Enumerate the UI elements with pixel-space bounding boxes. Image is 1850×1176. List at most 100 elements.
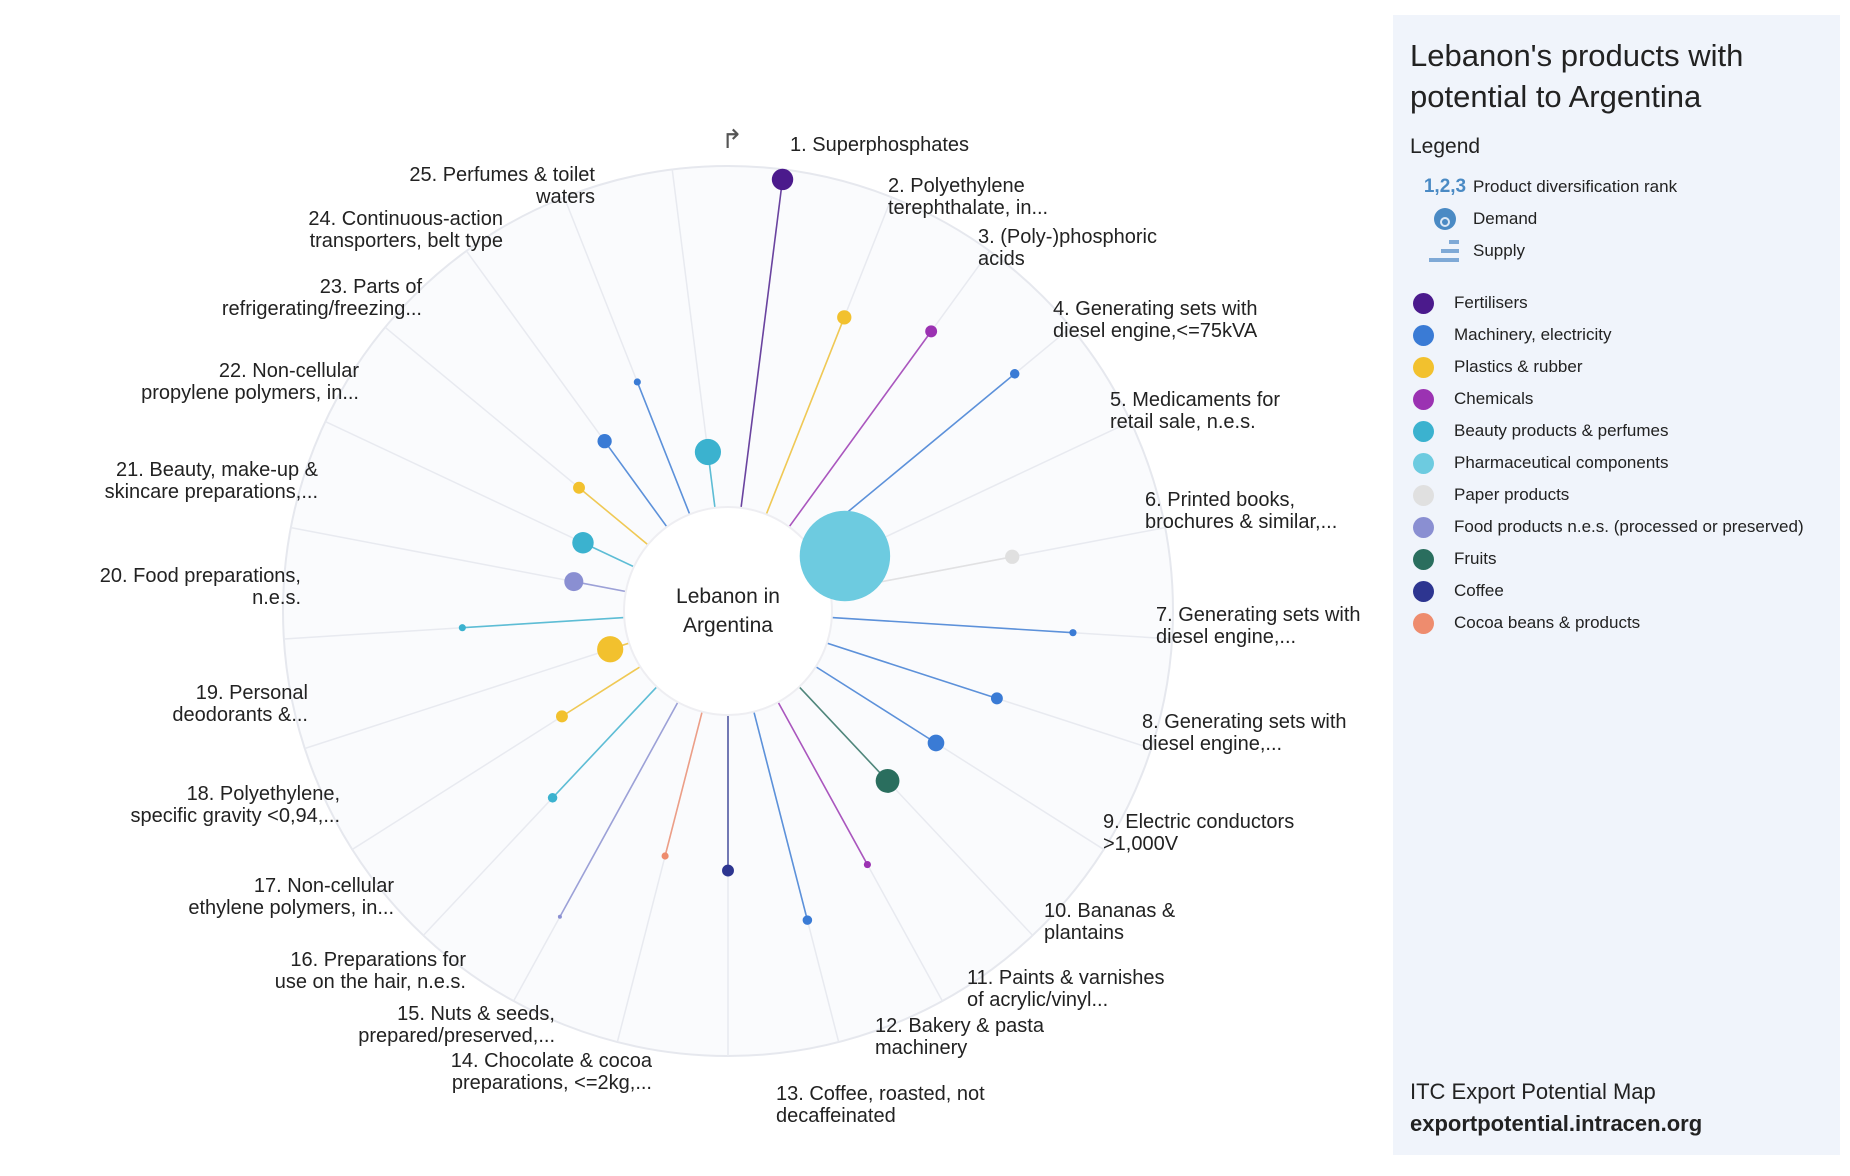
- product-bubble[interactable]: [633, 378, 641, 386]
- product-label[interactable]: 19. Personal deodorants &...: [172, 682, 308, 726]
- product-spoke: [791, 678, 889, 782]
- category-color-dot: [1413, 356, 1434, 378]
- product-spoke: [806, 660, 937, 744]
- product-bubble[interactable]: [555, 710, 568, 723]
- product-label[interactable]: 22. Non-cellular propylene polymers, in..…: [141, 360, 359, 404]
- product-bubble[interactable]: [863, 860, 871, 869]
- legend-category[interactable]: Food products n.e.s. (processed or prese…: [1413, 511, 1840, 543]
- source-url[interactable]: exportpotential.intracen.org: [1410, 1111, 1703, 1136]
- product-label[interactable]: 3. (Poly-)phosphoric acids: [978, 226, 1157, 270]
- product-bubble[interactable]: [875, 769, 900, 793]
- product-bubble[interactable]: [547, 793, 558, 803]
- legend-category[interactable]: Plastics & rubber: [1413, 351, 1840, 383]
- legend-category[interactable]: Pharmaceutical components: [1413, 447, 1840, 479]
- product-label[interactable]: 16. Preparations for use on the hair, n.e…: [275, 949, 467, 993]
- product-spoke: [636, 381, 695, 524]
- legend-category[interactable]: Coffee: [1413, 575, 1840, 607]
- product-label-line: 1. Superphosphates: [790, 134, 969, 156]
- product-bubble[interactable]: [799, 510, 891, 602]
- product-bubble[interactable]: [1069, 629, 1077, 637]
- legend-category[interactable]: Chemicals: [1413, 383, 1840, 415]
- product-label[interactable]: 20. Food preparations, n.e.s.: [100, 565, 301, 609]
- product-bubble[interactable]: [661, 852, 669, 860]
- legend-category[interactable]: Fruits: [1413, 543, 1840, 575]
- product-label-line: 7. Generating sets with: [1156, 604, 1361, 626]
- reset-rotate-icon[interactable]: ↱: [721, 124, 743, 154]
- legend-category[interactable]: Fertilisers: [1413, 287, 1840, 319]
- product-bubble[interactable]: [722, 864, 734, 877]
- product-label[interactable]: 24. Continuous-action transporters, belt …: [308, 208, 503, 252]
- product-label[interactable]: 18. Polyethylene, specific gravity <0,94,…: [130, 783, 340, 827]
- source: ITC Export Potential Map exportpotential…: [1410, 1076, 1702, 1140]
- product-label[interactable]: 4. Generating sets with diesel engine,<=7…: [1053, 298, 1258, 342]
- product-bubble[interactable]: [597, 434, 612, 449]
- product-label[interactable]: 13. Coffee, roasted, not decaffeinated: [776, 1083, 985, 1127]
- product-label[interactable]: 14. Chocolate & cocoa preparations, <=2kg…: [451, 1050, 653, 1094]
- chart-title: Lebanon's products with potential to Arg…: [1410, 38, 1744, 114]
- category-label: Food products n.e.s. (processed or prese…: [1454, 517, 1804, 536]
- legend-category[interactable]: Cocoa beans & products: [1413, 607, 1840, 639]
- legend-panel: Lebanon's products with potential to Arg…: [1393, 15, 1840, 1155]
- product-spoke: [750, 701, 809, 921]
- product-bubble[interactable]: [557, 914, 562, 919]
- product-label-line: 23. Parts of: [320, 276, 423, 298]
- product-label-line: n.e.s.: [252, 587, 301, 609]
- product-label[interactable]: 23. Parts of refrigerating/freezing...: [222, 276, 423, 320]
- product-label[interactable]: 11. Paints & varnishes of acrylic/vinyl..…: [967, 967, 1165, 1011]
- category-color-dot: [1413, 580, 1434, 602]
- product-bubble[interactable]: [990, 692, 1003, 705]
- product-label[interactable]: 21. Beauty, make-up & skincare preparatio…: [105, 459, 319, 503]
- product-bubble[interactable]: [573, 481, 585, 494]
- product-label-line: skincare preparations,...: [105, 481, 318, 503]
- category-label: Pharmaceutical components: [1454, 453, 1669, 472]
- product-label-line: 19. Personal: [196, 682, 308, 704]
- legend-category[interactable]: Paper products: [1413, 479, 1840, 511]
- product-spoke: [761, 317, 846, 524]
- product-label[interactable]: 17. Non-cellular ethylene polymers, in...: [188, 875, 394, 919]
- product-label[interactable]: 2. Polyethylene terephthalate, in...: [888, 175, 1048, 219]
- product-bubble[interactable]: [1005, 549, 1020, 564]
- product-label-line: >1,000V: [1103, 833, 1179, 855]
- product-bubble[interactable]: [572, 532, 594, 554]
- product-label-line: waters: [535, 186, 595, 208]
- product-spoke: [821, 616, 1073, 634]
- product-bubble[interactable]: [1009, 369, 1020, 379]
- product-label-line: 25. Perfumes & toilet: [409, 164, 595, 186]
- category-label: Fruits: [1454, 549, 1497, 568]
- product-bubble[interactable]: [927, 734, 945, 752]
- product-label[interactable]: 7. Generating sets with diesel engine,...: [1156, 604, 1361, 648]
- product-label[interactable]: 5. Medicaments for retail sale, n.e.s.: [1110, 389, 1280, 433]
- product-label[interactable]: 10. Bananas & plantains: [1044, 900, 1176, 944]
- rank-number-icon: 1,2,3: [1423, 176, 1467, 197]
- product-spoke: [817, 639, 998, 700]
- legend-category[interactable]: Machinery, electricity: [1413, 319, 1840, 351]
- product-bubble[interactable]: [837, 310, 852, 325]
- product-label[interactable]: 8. Generating sets with diesel engine,...: [1142, 711, 1347, 755]
- product-label[interactable]: 9. Electric conductors >1,000V: [1103, 811, 1294, 855]
- product-label[interactable]: 15. Nuts & seeds, prepared/preserved,...: [358, 1003, 555, 1047]
- center-label-line2: Argentina: [683, 614, 773, 637]
- source-name: ITC Export Potential Map: [1410, 1079, 1656, 1104]
- product-bubble[interactable]: [925, 325, 938, 338]
- grid-spoke: [304, 642, 630, 750]
- product-label-line: deodorants &...: [172, 704, 308, 726]
- product-label[interactable]: 1. Superphosphates: [790, 134, 969, 156]
- product-label[interactable]: 12. Bakery & pasta machinery: [875, 1015, 1045, 1059]
- product-bubble[interactable]: [564, 572, 584, 592]
- product-bubble[interactable]: [458, 624, 466, 632]
- product-bubble[interactable]: [597, 636, 624, 663]
- product-label-line: 20. Food preparations,: [100, 565, 301, 587]
- product-bubble[interactable]: [771, 168, 794, 191]
- product-spoke: [664, 701, 706, 857]
- product-spoke: [582, 542, 644, 572]
- legend-key-rank: 1,2,3 Product diversification rank: [1417, 171, 1840, 203]
- product-bubble[interactable]: [802, 915, 813, 925]
- product-label-line: retail sale, n.e.s.: [1110, 411, 1256, 433]
- legend-category[interactable]: Beauty products & perfumes: [1413, 415, 1840, 447]
- radial-chart: 1. Superphosphates 2. Polyethylene terepht…: [100, 124, 1361, 1127]
- product-label[interactable]: 6. Printed books, brochures & similar,...: [1145, 489, 1337, 533]
- product-label-line: plantains: [1044, 922, 1124, 944]
- product-bubble[interactable]: [694, 438, 722, 466]
- product-label[interactable]: 25. Perfumes & toilet waters: [409, 164, 595, 208]
- category-color-dot: [1413, 484, 1434, 506]
